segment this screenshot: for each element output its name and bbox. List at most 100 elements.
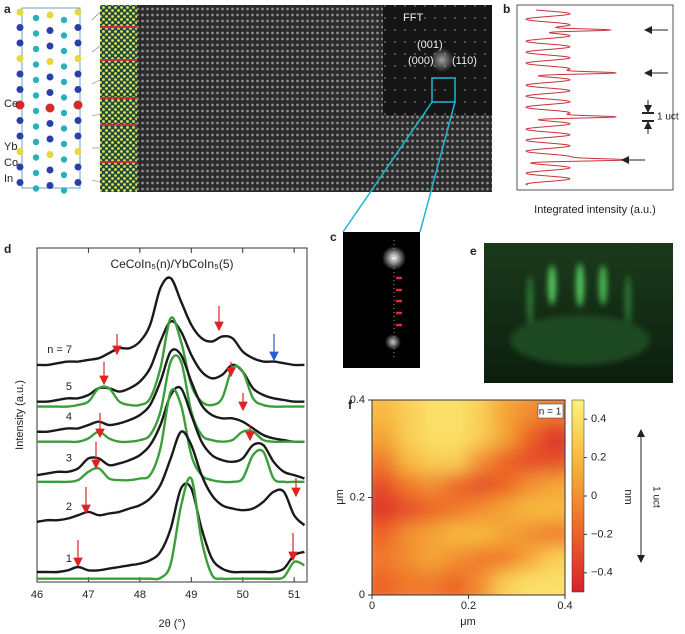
atom [32, 138, 40, 146]
heatmap-cell [420, 424, 446, 450]
panel-label: d [4, 242, 11, 256]
atom [74, 132, 82, 140]
scale-label: 1 uct [657, 112, 679, 123]
atom [74, 39, 82, 47]
atom [16, 132, 24, 140]
heatmap-cell [516, 497, 542, 523]
fft-spot: (001) [417, 39, 443, 51]
colorbar-tick-label: 0.2 [591, 452, 606, 464]
atom [60, 94, 68, 101]
guide-line [91, 113, 101, 117]
x-axis-label: μm [460, 616, 476, 628]
atom [16, 39, 24, 47]
heatmap-cell [372, 424, 398, 450]
series-line [36, 276, 305, 367]
heatmap-cell [420, 497, 446, 523]
atom [74, 179, 82, 186]
rheed-streak [576, 263, 584, 307]
atom [60, 187, 68, 194]
atom [60, 16, 68, 24]
heatmap-cell [444, 448, 470, 475]
heatmap-cell [468, 448, 494, 475]
series-line [36, 385, 305, 480]
atom [32, 76, 40, 84]
atom [46, 27, 54, 34]
zoom-line [419, 101, 456, 233]
heatmap-cell [468, 570, 494, 595]
y-tick-label: 0.4 [350, 394, 365, 406]
heatmap-cell [372, 546, 398, 572]
heatmap-cell [420, 570, 446, 595]
guide-line [91, 45, 101, 53]
heatmap-cell [372, 473, 398, 499]
atom [74, 24, 82, 31]
panel-label: c [330, 230, 337, 244]
heatmap-cell [540, 497, 565, 523]
colorbar-tick-label: −0.2 [591, 528, 613, 540]
annotation-box [537, 403, 564, 419]
heatmap-cells [372, 400, 565, 595]
heatmap-cell [516, 424, 542, 450]
heatmap-cell [540, 521, 565, 548]
series-line [36, 348, 305, 444]
heatmap-cell [468, 400, 494, 426]
atom-label: In [4, 173, 13, 185]
panel-f: n = 1 μm μm nm 1 uct 0 0.2 0.4 0 0.2 0.4 0.4 0.… [334, 394, 661, 628]
heatmap-cell [396, 497, 422, 523]
atom [74, 55, 82, 62]
atom [60, 63, 68, 70]
heatmap-cell [372, 570, 398, 595]
atom [32, 185, 40, 192]
annotation: n = 1 [539, 407, 562, 418]
heatmap-cell [516, 448, 542, 475]
series-label: n = 7 [47, 344, 72, 356]
heatmap-cell [420, 473, 446, 499]
fft-center [430, 48, 454, 72]
atom [60, 140, 68, 148]
atom [32, 92, 40, 99]
x-tick-label: 48 [134, 589, 146, 601]
heatmap-cell [492, 473, 518, 499]
series-label: 4 [66, 411, 72, 423]
atom [16, 179, 24, 186]
fft-spot: (110) [452, 55, 477, 67]
atom-label: Yb [4, 141, 17, 153]
y-tick-label: 0.2 [350, 491, 365, 503]
atom [16, 70, 24, 78]
atom [32, 61, 40, 68]
heatmap-cell [540, 546, 565, 572]
crystal-model [15, 7, 101, 194]
atom-label: Co [4, 157, 18, 169]
panel-labels: a b c d e f [4, 2, 510, 412]
heatmap-cell [492, 521, 518, 548]
heatmap-cell [396, 400, 422, 426]
fft-title: FFT [403, 12, 423, 24]
colorbar-tick-label: −0.4 [591, 567, 613, 579]
heatmap-cell [492, 570, 518, 595]
fft-spot-glow [385, 334, 401, 350]
panel-c [343, 232, 420, 368]
atom [16, 163, 24, 171]
heatmap-cell [516, 546, 542, 572]
heatmap-cell [444, 424, 470, 450]
panel-label: b [503, 2, 510, 16]
series-line [36, 476, 305, 581]
atom [46, 120, 54, 127]
atom [46, 182, 54, 189]
atom [60, 47, 68, 55]
atom [74, 70, 82, 78]
atom [32, 154, 40, 161]
heatmap-cell [468, 546, 494, 572]
panel-d: CeCoIn₅(n)/YbCoIn₅(5) 2θ (°) Intensity (… [14, 247, 308, 630]
colorbar [571, 399, 585, 593]
side-label: 1 uct [650, 486, 661, 508]
y-axis-label: μm [334, 489, 346, 505]
panel-b: 1 uct Integrated intensity (a.u.) [516, 4, 679, 216]
heatmap-cell [492, 400, 518, 426]
heatmap-cell [444, 497, 470, 523]
superlattice-marks [396, 276, 402, 327]
unit-cell [21, 7, 81, 189]
heatmap-cell [468, 473, 494, 499]
heatmap-cell [492, 546, 518, 572]
heatmap-cell [420, 448, 446, 475]
